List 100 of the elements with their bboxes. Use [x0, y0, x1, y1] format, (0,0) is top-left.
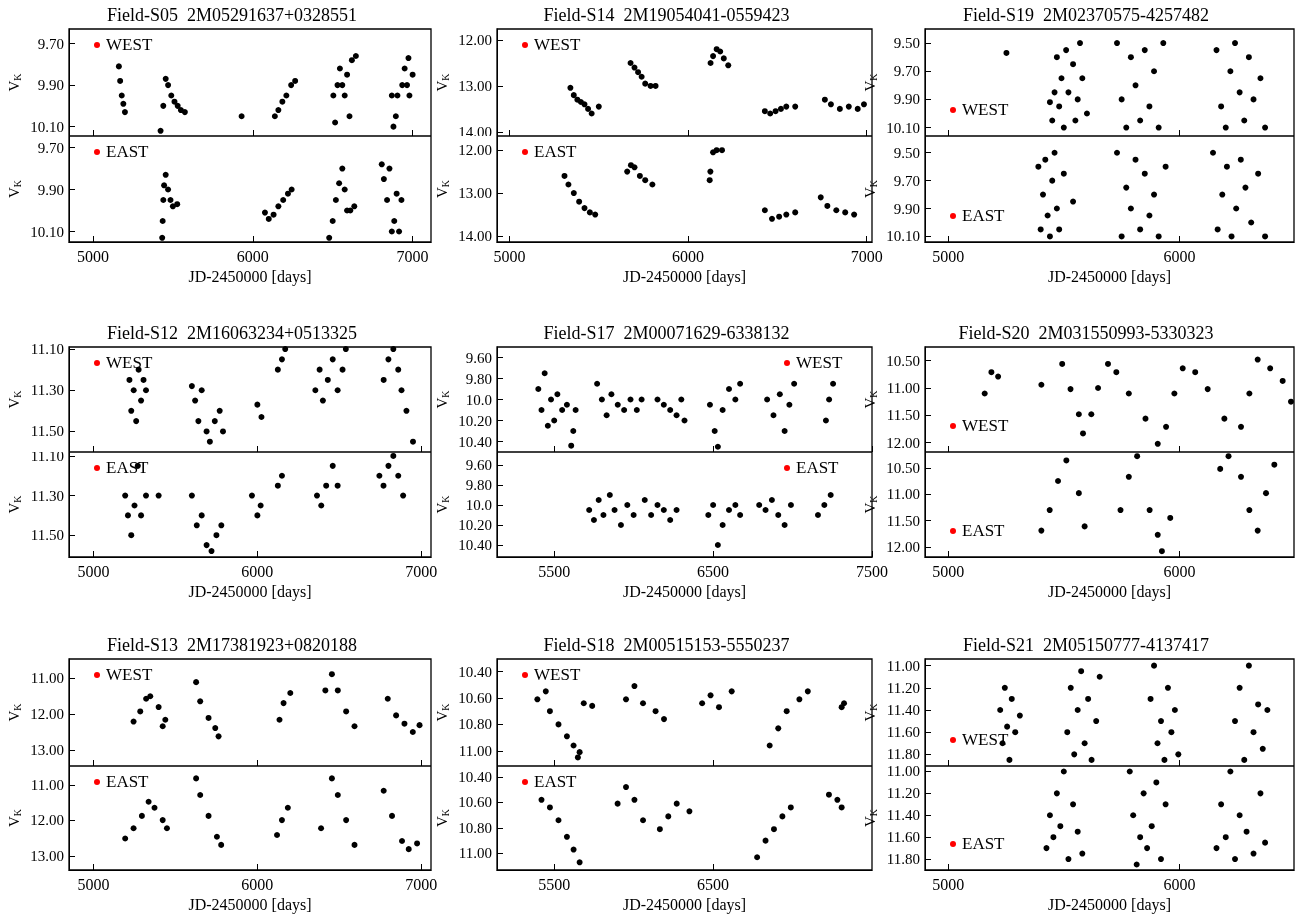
point: [1070, 198, 1077, 205]
point: [388, 92, 395, 99]
point: [542, 688, 549, 695]
point: [845, 103, 852, 110]
y-tick-label: 11.00: [458, 742, 492, 759]
point: [1158, 548, 1165, 555]
point: [398, 197, 405, 204]
point: [1151, 191, 1158, 198]
x-tick-label: 7000: [405, 562, 438, 580]
point: [673, 412, 680, 419]
point: [638, 396, 645, 403]
point: [394, 92, 401, 99]
point: [336, 65, 343, 72]
point: [197, 698, 204, 705]
point: [581, 205, 588, 212]
point: [767, 110, 774, 117]
point: [205, 812, 212, 819]
point: [654, 396, 661, 403]
point: [555, 817, 562, 824]
point: [384, 695, 391, 702]
point: [1078, 668, 1085, 675]
y-axis-title: VK: [862, 72, 879, 92]
point: [732, 502, 739, 508]
point: [565, 181, 572, 188]
point: [376, 472, 383, 479]
x-tick-label: 7000: [405, 875, 438, 893]
point: [1049, 117, 1056, 124]
point: [192, 397, 199, 404]
point: [600, 512, 607, 518]
y-axis-title: VK: [6, 808, 23, 828]
y-tick-label: 11.00: [30, 777, 64, 794]
point: [213, 833, 220, 840]
point: [534, 696, 541, 703]
point: [1241, 756, 1248, 763]
point: [409, 729, 416, 736]
point: [142, 387, 149, 394]
point: [1153, 779, 1160, 786]
point: [344, 71, 351, 78]
annotation: WEST: [534, 665, 581, 685]
point: [1070, 801, 1077, 808]
y-tick-label: 10.40: [458, 663, 492, 680]
y-axis-title: VK: [6, 494, 23, 514]
chart-title: Field-S12 2M16063234+0513325: [106, 323, 358, 343]
point: [667, 517, 674, 523]
point: [1151, 68, 1158, 75]
point: [1123, 184, 1130, 191]
point: [117, 77, 124, 84]
x-tick-label: 5000: [493, 247, 526, 265]
point: [151, 804, 158, 811]
y-tick-label: 10.10: [30, 118, 64, 135]
point: [208, 548, 215, 555]
point: [783, 708, 790, 715]
y-tick-label: 13.00: [458, 185, 492, 202]
point: [1262, 839, 1269, 846]
point: [598, 396, 605, 403]
point: [1267, 365, 1274, 372]
annotation: EAST: [106, 772, 149, 792]
point: [796, 696, 803, 703]
point: [1227, 768, 1234, 775]
point: [395, 472, 402, 479]
y-tick-label: 12.00: [886, 434, 920, 451]
point: [275, 203, 282, 210]
y-tick-label: 9.90: [37, 77, 64, 94]
point: [1223, 163, 1230, 170]
point: [777, 105, 784, 112]
y-axis-title: VK: [862, 808, 879, 828]
point: [328, 775, 335, 782]
point: [1053, 790, 1060, 797]
point: [122, 835, 129, 842]
point: [339, 82, 346, 89]
point: [167, 197, 174, 204]
point: [1083, 110, 1090, 117]
point: [726, 507, 732, 513]
point: [1171, 390, 1178, 397]
y-tick-label: 11.60: [886, 829, 920, 846]
point: [761, 207, 768, 214]
point: [1044, 212, 1051, 219]
point: [414, 840, 421, 847]
x-axis-title: JD-2450000 [days]: [188, 267, 312, 286]
point: [581, 101, 588, 108]
point: [764, 396, 771, 403]
point: [409, 438, 416, 445]
point: [1070, 61, 1077, 68]
point: [1162, 801, 1169, 808]
point: [838, 804, 845, 811]
annotation: EAST: [962, 834, 1005, 854]
point: [409, 71, 416, 78]
point: [719, 147, 725, 154]
point: [1228, 233, 1235, 240]
point: [640, 817, 647, 824]
point: [772, 108, 779, 115]
point: [551, 417, 558, 424]
x-tick-label: 6000: [241, 562, 274, 580]
point: [130, 718, 137, 725]
point: [384, 197, 391, 204]
point: [1081, 740, 1088, 747]
point: [1236, 812, 1243, 819]
point: [406, 92, 413, 99]
point: [399, 837, 406, 844]
point: [614, 800, 621, 807]
